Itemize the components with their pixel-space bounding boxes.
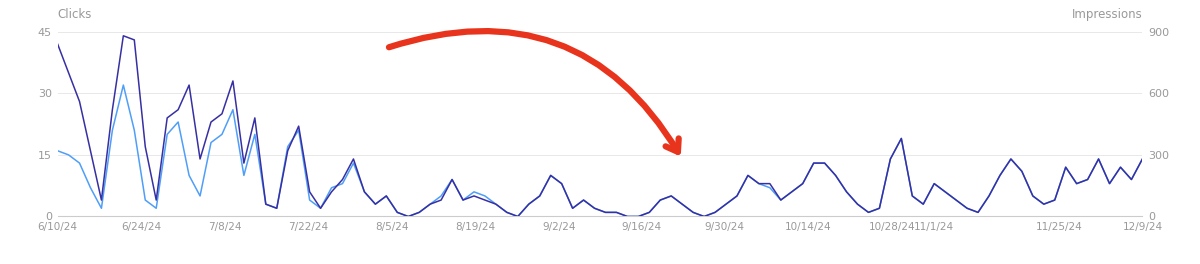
Text: Impressions: Impressions bbox=[1072, 8, 1142, 21]
Text: Clicks: Clicks bbox=[58, 8, 92, 21]
